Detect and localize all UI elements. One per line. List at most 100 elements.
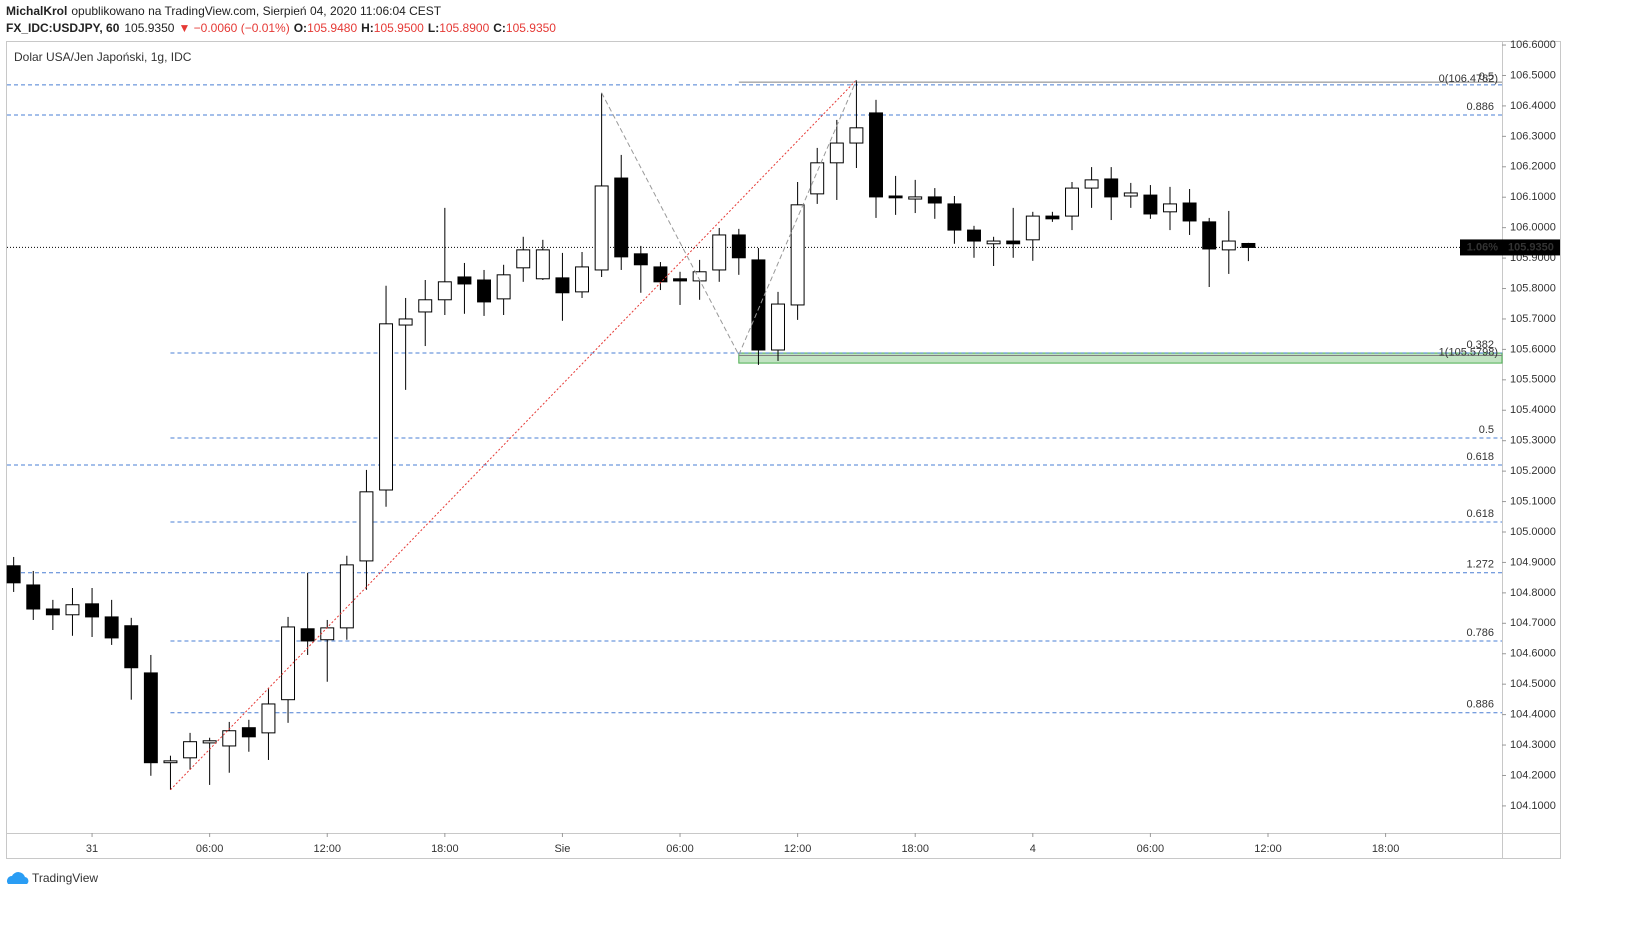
candle-body xyxy=(6,565,21,584)
last-price-change: 1.06% xyxy=(1467,241,1498,253)
symbol-line: FX_IDC:USDJPY, 60 105.9350 ▼ −0.0060 (−0.0… xyxy=(6,21,556,35)
fib-label: 0.886 xyxy=(1466,699,1494,711)
x-tick-label: 12:00 xyxy=(313,843,341,855)
x-tick-label: Sie xyxy=(554,843,570,855)
candle-body xyxy=(339,564,354,629)
fib-label: 1.272 xyxy=(1466,559,1494,571)
x-tick-label: 12:00 xyxy=(784,843,812,855)
candle-body xyxy=(1104,178,1119,198)
y-tick-label: 105.6000 xyxy=(1510,343,1556,355)
brand: TradingView xyxy=(32,871,98,885)
x-tick-label: 12:00 xyxy=(1254,843,1282,855)
candle-body xyxy=(1202,221,1217,250)
y-tick-label: 106.0000 xyxy=(1510,222,1556,234)
y-tick-label: 105.7000 xyxy=(1510,313,1556,325)
candle-body xyxy=(1006,240,1021,245)
y-tick-label: 105.2000 xyxy=(1510,465,1556,477)
trend-line xyxy=(170,79,857,791)
candle-body xyxy=(888,195,903,199)
y-tick-label: 106.4000 xyxy=(1510,100,1556,112)
candle-body xyxy=(594,185,609,271)
candle-body xyxy=(947,203,962,231)
y-tick-label: 104.3000 xyxy=(1510,739,1556,751)
candle-body xyxy=(398,318,413,326)
fib-label: 0.618 xyxy=(1466,451,1494,463)
candle-body xyxy=(927,196,942,204)
candle-body xyxy=(124,625,139,669)
candle-body xyxy=(712,234,727,271)
fib-label: 0.382 xyxy=(1466,339,1494,351)
x-tick-label: 06:00 xyxy=(666,843,694,855)
fib-label: 0.886 xyxy=(1466,101,1494,113)
candle-body xyxy=(869,112,883,198)
candle-body xyxy=(967,229,981,242)
candle-body xyxy=(829,142,844,164)
candle-body xyxy=(1143,194,1158,215)
header-line: MichalKrol opublikowano na TradingView.co… xyxy=(6,4,442,18)
last-price-label: 105.9350 xyxy=(1508,241,1554,253)
candle-body xyxy=(653,266,668,283)
ohlc-key: C: xyxy=(493,21,506,35)
y-tick-label: 105.1000 xyxy=(1510,495,1556,507)
range-label: 1(105.5798) xyxy=(1439,346,1498,358)
candle-body xyxy=(183,741,198,759)
y-tick-label: 105.8000 xyxy=(1510,282,1556,294)
y-tick-label: 104.4000 xyxy=(1510,709,1556,721)
ohlc-value: 105.9350 xyxy=(506,21,556,35)
published: opublikowano na TradingView.com, Sierpie… xyxy=(71,4,441,18)
x-tick-label: 06:00 xyxy=(196,843,224,855)
x-tick-label: 18:00 xyxy=(431,843,459,855)
fib-label: 0.786 xyxy=(1466,627,1494,639)
fib-label: 0.5 xyxy=(1479,71,1494,83)
y-tick-label: 104.7000 xyxy=(1510,617,1556,629)
price: 105.9350 xyxy=(124,21,174,35)
y-tick-label: 106.3000 xyxy=(1510,130,1556,142)
candle-body xyxy=(65,604,80,616)
logo xyxy=(6,872,29,884)
footer: TradingView xyxy=(6,871,98,885)
y-tick-label: 106.5000 xyxy=(1510,69,1556,81)
candle-body xyxy=(496,274,511,300)
candle-body xyxy=(771,303,785,351)
ohlc-value: 105.9480 xyxy=(307,21,357,35)
last-price-box xyxy=(1460,239,1560,256)
fib-label: 0.618 xyxy=(1466,508,1494,520)
candle-body xyxy=(731,234,746,259)
candle-body xyxy=(1182,202,1197,222)
x-tick-label: 4 xyxy=(1030,843,1036,855)
ohlc-key: L: xyxy=(428,21,439,35)
y-tick-label: 105.4000 xyxy=(1510,404,1556,416)
candle-body xyxy=(1065,187,1079,217)
candle-body xyxy=(986,240,1001,245)
chart-title: Dolar USA/Jen Japoński, 1g, IDC xyxy=(14,50,192,64)
candle-body xyxy=(359,491,374,562)
range-label: 0(106.4782) xyxy=(1439,73,1498,85)
candle-body xyxy=(1084,179,1099,189)
y-tick-label: 106.1000 xyxy=(1510,191,1556,203)
candle-body xyxy=(281,626,296,701)
candle-body xyxy=(477,279,492,303)
candle-body xyxy=(1221,240,1236,251)
candle-body xyxy=(790,204,805,306)
candle-body xyxy=(222,730,237,747)
y-tick-label: 105.5000 xyxy=(1510,374,1556,386)
candle-body xyxy=(163,760,178,764)
candle-body xyxy=(849,127,864,144)
candle-body xyxy=(241,727,256,738)
y-tick-label: 106.2000 xyxy=(1510,161,1556,173)
chart-frame xyxy=(6,41,1561,859)
zone xyxy=(738,352,1503,364)
candle-body xyxy=(633,253,648,266)
candle-body xyxy=(575,266,589,293)
y-tick-label: 104.9000 xyxy=(1510,556,1556,568)
candle-body xyxy=(26,584,41,610)
x-tick-label: 06:00 xyxy=(1137,843,1165,855)
y-tick-label: 105.3000 xyxy=(1510,435,1556,447)
candle-body xyxy=(45,608,60,616)
y-tick-label: 104.2000 xyxy=(1510,769,1556,781)
candle-body xyxy=(673,278,687,282)
x-tick-label: 18:00 xyxy=(1372,843,1400,855)
candle-body xyxy=(418,299,433,313)
